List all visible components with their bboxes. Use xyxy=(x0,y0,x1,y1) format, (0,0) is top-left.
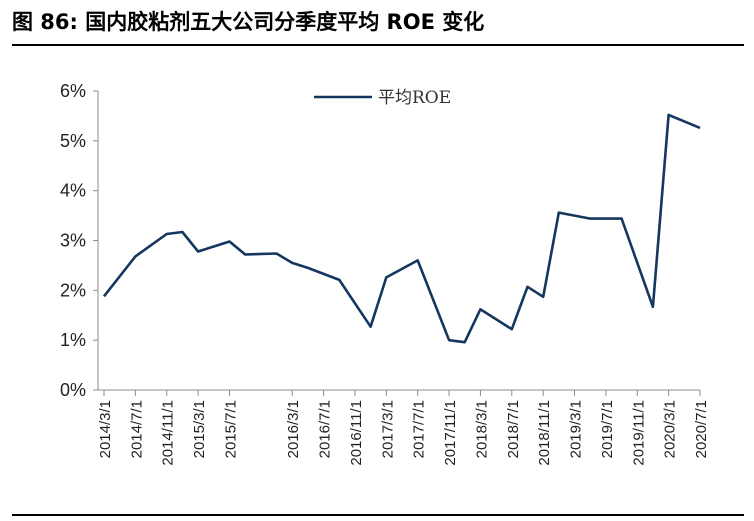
y-tick-label: 3% xyxy=(60,231,86,251)
x-tick-label: 2014/3/1 xyxy=(97,400,114,458)
x-tick-label: 2015/7/1 xyxy=(222,400,239,458)
y-tick-label: 1% xyxy=(60,330,86,350)
series-layer xyxy=(102,113,701,344)
bottom-rule xyxy=(12,514,744,516)
y-tick-label: 6% xyxy=(60,81,86,101)
x-tick-label: 2014/11/1 xyxy=(160,400,177,466)
x-tick-label: 2017/3/1 xyxy=(379,400,396,458)
y-tick-label: 2% xyxy=(60,280,86,300)
x-tick-label: 2015/3/1 xyxy=(191,400,208,458)
legend-label: 平均ROE xyxy=(378,88,451,108)
x-tick-label: 2018/11/1 xyxy=(536,400,553,466)
x-tick-label: 2016/3/1 xyxy=(285,400,302,458)
x-tick-labels: 2014/3/1 2014/7/1 2014/11/1 2015/3/1 2015/7/… xyxy=(97,400,710,466)
x-tick-label: 2016/7/1 xyxy=(317,400,334,458)
y-tick-label: 0% xyxy=(60,380,86,400)
x-tick-label: 2017/11/1 xyxy=(442,400,459,466)
x-tick-label: 2019/7/1 xyxy=(599,400,616,458)
x-tick-label: 2018/7/1 xyxy=(505,400,522,458)
legend: 平均ROE xyxy=(314,88,451,108)
roe-series-line xyxy=(102,113,701,344)
y-tick-labels: 0% 1% 2% 3% 4% 5% 6% xyxy=(60,81,86,400)
axes xyxy=(93,90,701,396)
figure-title: 图 86: 国内胶粘剂五大公司分季度平均 ROE 变化 xyxy=(12,10,485,34)
title-rule xyxy=(12,44,744,46)
x-tick-label: 2017/7/1 xyxy=(411,400,428,458)
x-tick-label: 2019/3/1 xyxy=(568,400,585,458)
x-tick-label: 2014/7/1 xyxy=(128,400,145,458)
x-tick-label: 2020/3/1 xyxy=(662,400,679,458)
x-tick-label: 2019/11/1 xyxy=(630,400,647,466)
y-tick-label: 5% xyxy=(60,131,86,151)
x-tick-label: 2016/11/1 xyxy=(348,400,365,466)
x-tick-label: 2018/3/1 xyxy=(473,400,490,458)
x-tick-label: 2020/7/1 xyxy=(693,400,710,458)
y-tick-label: 4% xyxy=(60,181,86,201)
